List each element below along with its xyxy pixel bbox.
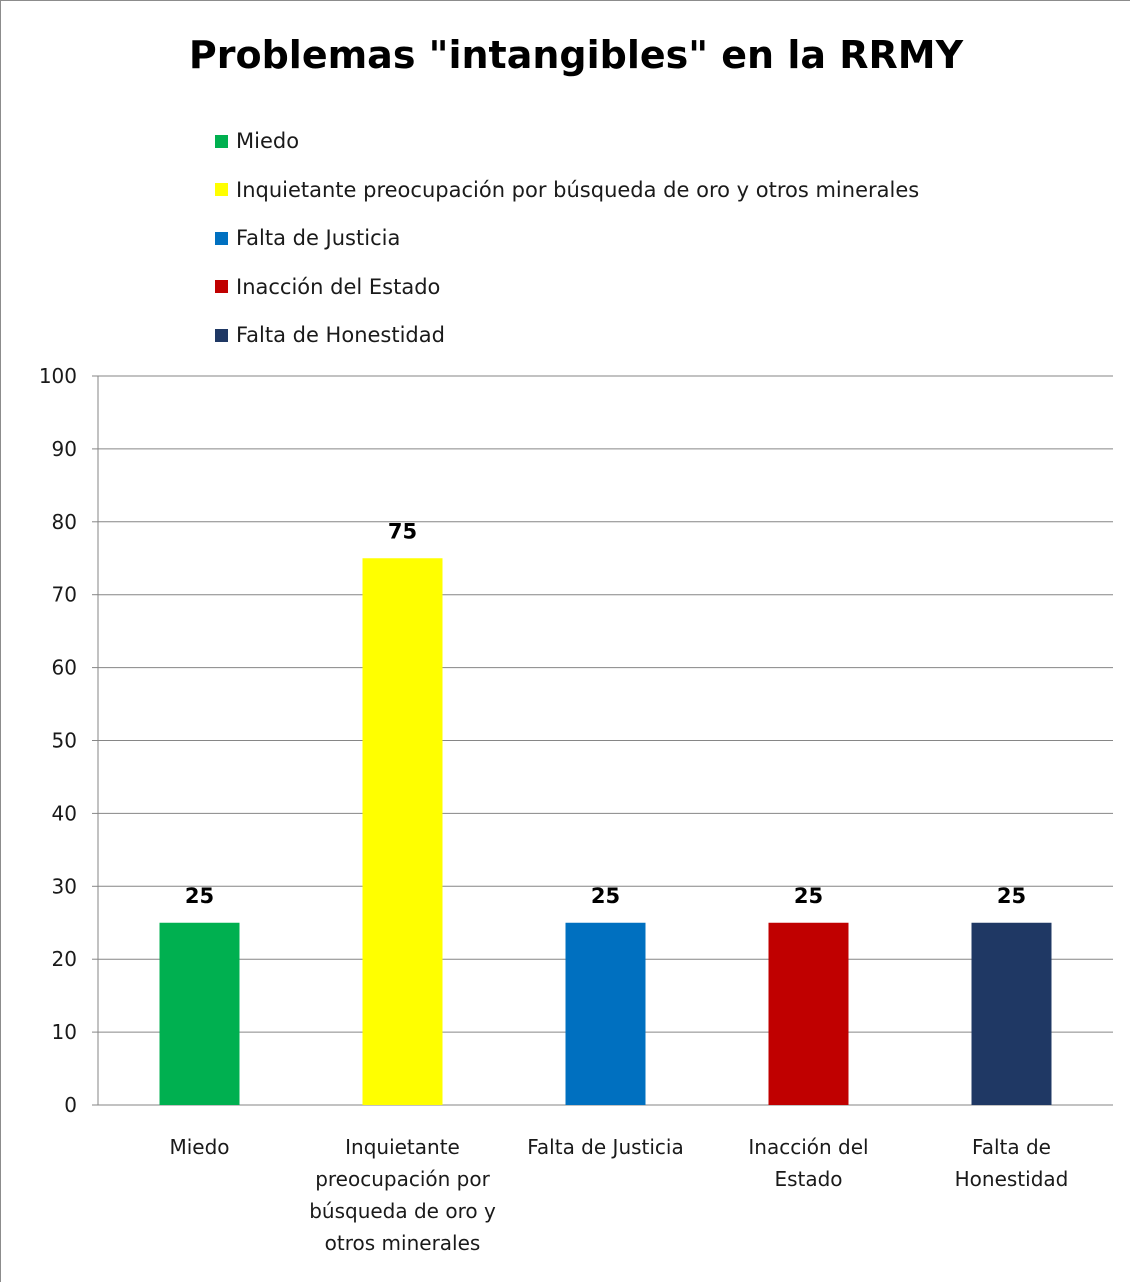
y-tick-label: 80 [52, 510, 77, 534]
category-label: Estado [774, 1167, 842, 1191]
bar [565, 922, 646, 1105]
data-label: 25 [997, 884, 1026, 908]
y-tick-label: 20 [52, 947, 77, 971]
legend-swatch [215, 134, 228, 148]
category-label: Miedo [169, 1135, 229, 1159]
bar [768, 922, 849, 1105]
legend-label: Falta de Honestidad [236, 323, 445, 348]
category-label: preocupación por [315, 1167, 490, 1191]
data-label: 25 [185, 884, 214, 908]
legend: Miedo Inquietante preocupación por búsque… [215, 117, 919, 360]
category-label: búsqueda de oro y [309, 1199, 496, 1223]
data-label: 75 [388, 519, 417, 543]
category-label: Inquietante [345, 1135, 460, 1159]
legend-label: Inacción del Estado [236, 274, 441, 299]
y-tick-label: 90 [52, 437, 77, 461]
legend-item: Inacción del Estado [215, 263, 919, 312]
category-label: otros minerales [325, 1231, 481, 1255]
data-label: 25 [591, 884, 620, 908]
legend-item: Falta de Justicia [215, 214, 919, 263]
legend-swatch [215, 231, 228, 245]
chart-title: Problemas "intangibles" en la RRMY [188, 33, 964, 77]
y-tick-label: 50 [52, 729, 77, 753]
data-label: 25 [794, 884, 823, 908]
legend-swatch [215, 183, 228, 197]
legend-item: Inquietante preocupación por búsqueda de… [215, 166, 919, 215]
bar [971, 922, 1052, 1105]
legend-swatch [215, 328, 228, 342]
legend-label: Miedo [236, 129, 300, 154]
category-label: Falta de Justicia [527, 1135, 684, 1159]
legend-label: Falta de Justicia [236, 226, 401, 251]
legend-item: Miedo [215, 117, 919, 166]
category-label: Honestidad [955, 1167, 1069, 1191]
y-tick-label: 40 [52, 801, 77, 825]
y-tick-label: 30 [52, 874, 77, 898]
y-tick-label: 60 [52, 656, 77, 680]
category-label: Inacción del [748, 1135, 868, 1159]
legend-label: Inquietante preocupación por búsqueda de… [236, 177, 920, 202]
legend-item: Falta de Honestidad [215, 311, 919, 360]
y-tick-label: 70 [52, 583, 77, 607]
y-tick-label: 10 [52, 1020, 77, 1044]
bar [362, 558, 443, 1105]
y-tick-label: 100 [39, 364, 77, 388]
bar [159, 922, 240, 1105]
legend-swatch [215, 280, 228, 294]
y-tick-label: 0 [64, 1093, 77, 1117]
category-label: Falta de [972, 1135, 1051, 1159]
